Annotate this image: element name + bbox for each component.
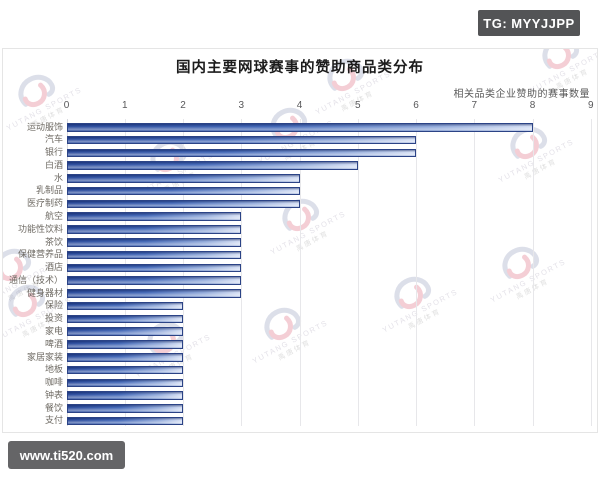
gridline (474, 119, 476, 426)
bar (66, 340, 183, 349)
bar (66, 174, 300, 183)
gridline (416, 119, 417, 426)
gridline (183, 119, 184, 426)
x-tick-label: 8 (529, 100, 536, 111)
category-label: 投资 (44, 313, 63, 324)
bar (66, 289, 242, 298)
chart-container: YUTANG SPORTS 禹唐体育 YUTANG SPORTS 禹唐体育 YUTANG… (2, 48, 598, 433)
x-tick-label: 9 (587, 100, 594, 111)
bar (66, 238, 242, 247)
bar (66, 250, 242, 260)
category-label: 功能性饮料 (17, 223, 63, 234)
category-label: 通信（技术） (8, 274, 63, 285)
category-label: 保健营养品 (17, 249, 63, 260)
bar (66, 365, 183, 375)
bar (66, 353, 183, 362)
bar (66, 327, 183, 336)
bar (66, 404, 183, 413)
gridline (590, 119, 592, 426)
bar (66, 135, 416, 145)
bar (66, 263, 242, 273)
category-label: 支付 (44, 415, 63, 426)
bar (66, 161, 358, 170)
category-label: 地板 (44, 364, 63, 375)
bar (66, 301, 183, 311)
x-tick-label: 4 (296, 100, 303, 111)
category-label: 运动服饰 (26, 121, 63, 132)
x-tick-label: 1 (121, 100, 128, 111)
category-label: 酒店 (44, 262, 63, 273)
category-label: 健身器材 (26, 287, 63, 298)
x-tick-label: 0 (63, 100, 70, 111)
gridline (299, 119, 301, 426)
category-label: 医疗制药 (26, 198, 63, 209)
category-label: 餐饮 (44, 402, 63, 413)
category-label: 家居家装 (26, 351, 63, 362)
category-label: 保险 (44, 300, 63, 311)
category-label: 家电 (44, 325, 63, 336)
plot-area: 0 1 2 3 4 5 6 7 8 9 运动服饰汽车银行 白酒水乳制品医疗制药 航空功能性饮料茶饮保健营… (3, 49, 597, 432)
gridline (124, 119, 126, 426)
bar (66, 123, 533, 132)
x-tick-label: 7 (471, 100, 478, 111)
category-label: 航空 (44, 210, 63, 221)
bar (66, 391, 183, 400)
gridline (532, 119, 534, 426)
bar (66, 416, 183, 426)
gridline (241, 119, 243, 426)
category-label: 啤酒 (44, 338, 63, 349)
bar (66, 378, 183, 388)
bar (66, 276, 242, 285)
bar (66, 148, 416, 158)
chart-title: 国内主要网球赛事的赞助商品类分布 (176, 60, 424, 76)
x-axis-label: 相关品类企业赞助的赛事数量 (453, 89, 590, 100)
category-label: 汽车 (44, 134, 63, 145)
category-label: 乳制品 (35, 185, 63, 196)
gridline (66, 119, 68, 426)
bar (66, 212, 242, 221)
category-label: 咖啡 (44, 377, 63, 388)
bar (66, 199, 300, 209)
category-label: 银行 (44, 147, 63, 158)
site-badge: www.ti520.com (8, 441, 125, 469)
category-label: 钟表 (44, 389, 63, 400)
category-label: 茶饮 (44, 236, 63, 247)
bar (66, 225, 242, 234)
category-label: 水 (53, 172, 63, 183)
tg-badge: TG: MYYJJPP (478, 10, 580, 36)
bar (66, 314, 183, 324)
category-label: 白酒 (44, 159, 63, 170)
gridline (357, 119, 359, 426)
bar (66, 186, 300, 196)
x-tick-label: 3 (238, 100, 245, 111)
x-tick-label: 5 (354, 100, 361, 111)
x-tick-label: 6 (413, 100, 419, 111)
x-tick-label: 2 (180, 100, 186, 111)
